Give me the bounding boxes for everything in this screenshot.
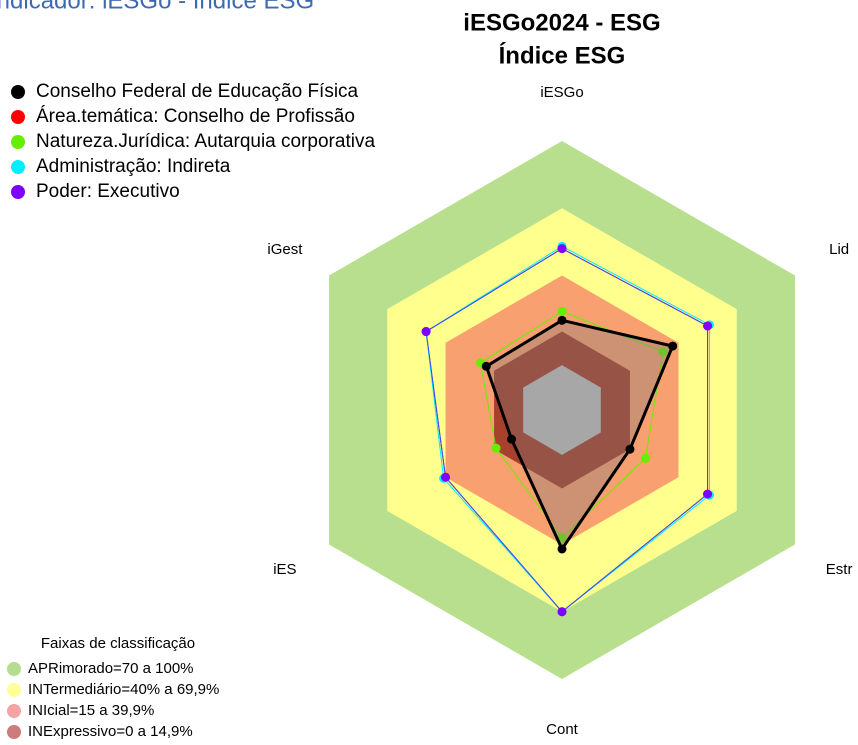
axis-label: iESGo (540, 84, 583, 101)
legend-label: Poder: Executivo (36, 181, 180, 202)
series-point (491, 443, 501, 453)
page-header: Indicador: iESGo - Índice ESG (0, 0, 314, 14)
series-point (557, 315, 567, 325)
axis-label: Estr (826, 561, 853, 578)
axis-label: Lid (829, 241, 849, 258)
legend-marker (11, 85, 25, 99)
series-point (507, 434, 517, 444)
axis-label: Cont (546, 721, 579, 738)
band-legend-marker (7, 704, 21, 718)
legend-marker (11, 160, 25, 174)
series-point (441, 472, 451, 482)
band-legend-label: INTermediário=40% a 69,9% (28, 681, 219, 698)
series-point (625, 444, 635, 454)
series-point (557, 607, 567, 617)
series-point (668, 341, 678, 351)
band-legend-label: APRimorado=70 a 100% (28, 660, 194, 677)
legend-marker (11, 135, 25, 149)
series-point (557, 244, 567, 254)
band (523, 365, 601, 455)
legend-label: Administração: Indireta (36, 156, 231, 177)
band-legend-title: Faixas de classificação (41, 635, 195, 652)
legend-label: Área.temática: Conselho de Profissão (36, 106, 355, 127)
legend-marker (11, 185, 25, 199)
chart-subtitle: Índice ESG (499, 41, 626, 69)
series-point (557, 533, 567, 543)
series-point (557, 544, 567, 554)
axis-label: iES (273, 561, 296, 578)
band-legend-marker (7, 725, 21, 739)
axis-label: iGest (267, 241, 303, 258)
chart-title: iESGo2024 - ESG (463, 9, 660, 36)
band-legend-marker (7, 683, 21, 697)
band-legend-marker (7, 662, 21, 676)
series-point (557, 306, 567, 316)
legend-marker (11, 110, 25, 124)
series-point (703, 321, 713, 331)
series-point (703, 489, 713, 499)
series-point (481, 361, 491, 371)
series-point (658, 347, 668, 357)
series-point (640, 453, 650, 463)
legend-label: Conselho Federal de Educação Física (36, 81, 359, 102)
band-legend-label: INExpressivo=0 a 14,9% (28, 723, 193, 740)
band-legend-label: INIcial=15 a 39,9% (28, 702, 154, 719)
legend-label: Natureza.Jurídica: Autarquia corporativa (36, 131, 375, 152)
series-point (421, 327, 431, 337)
